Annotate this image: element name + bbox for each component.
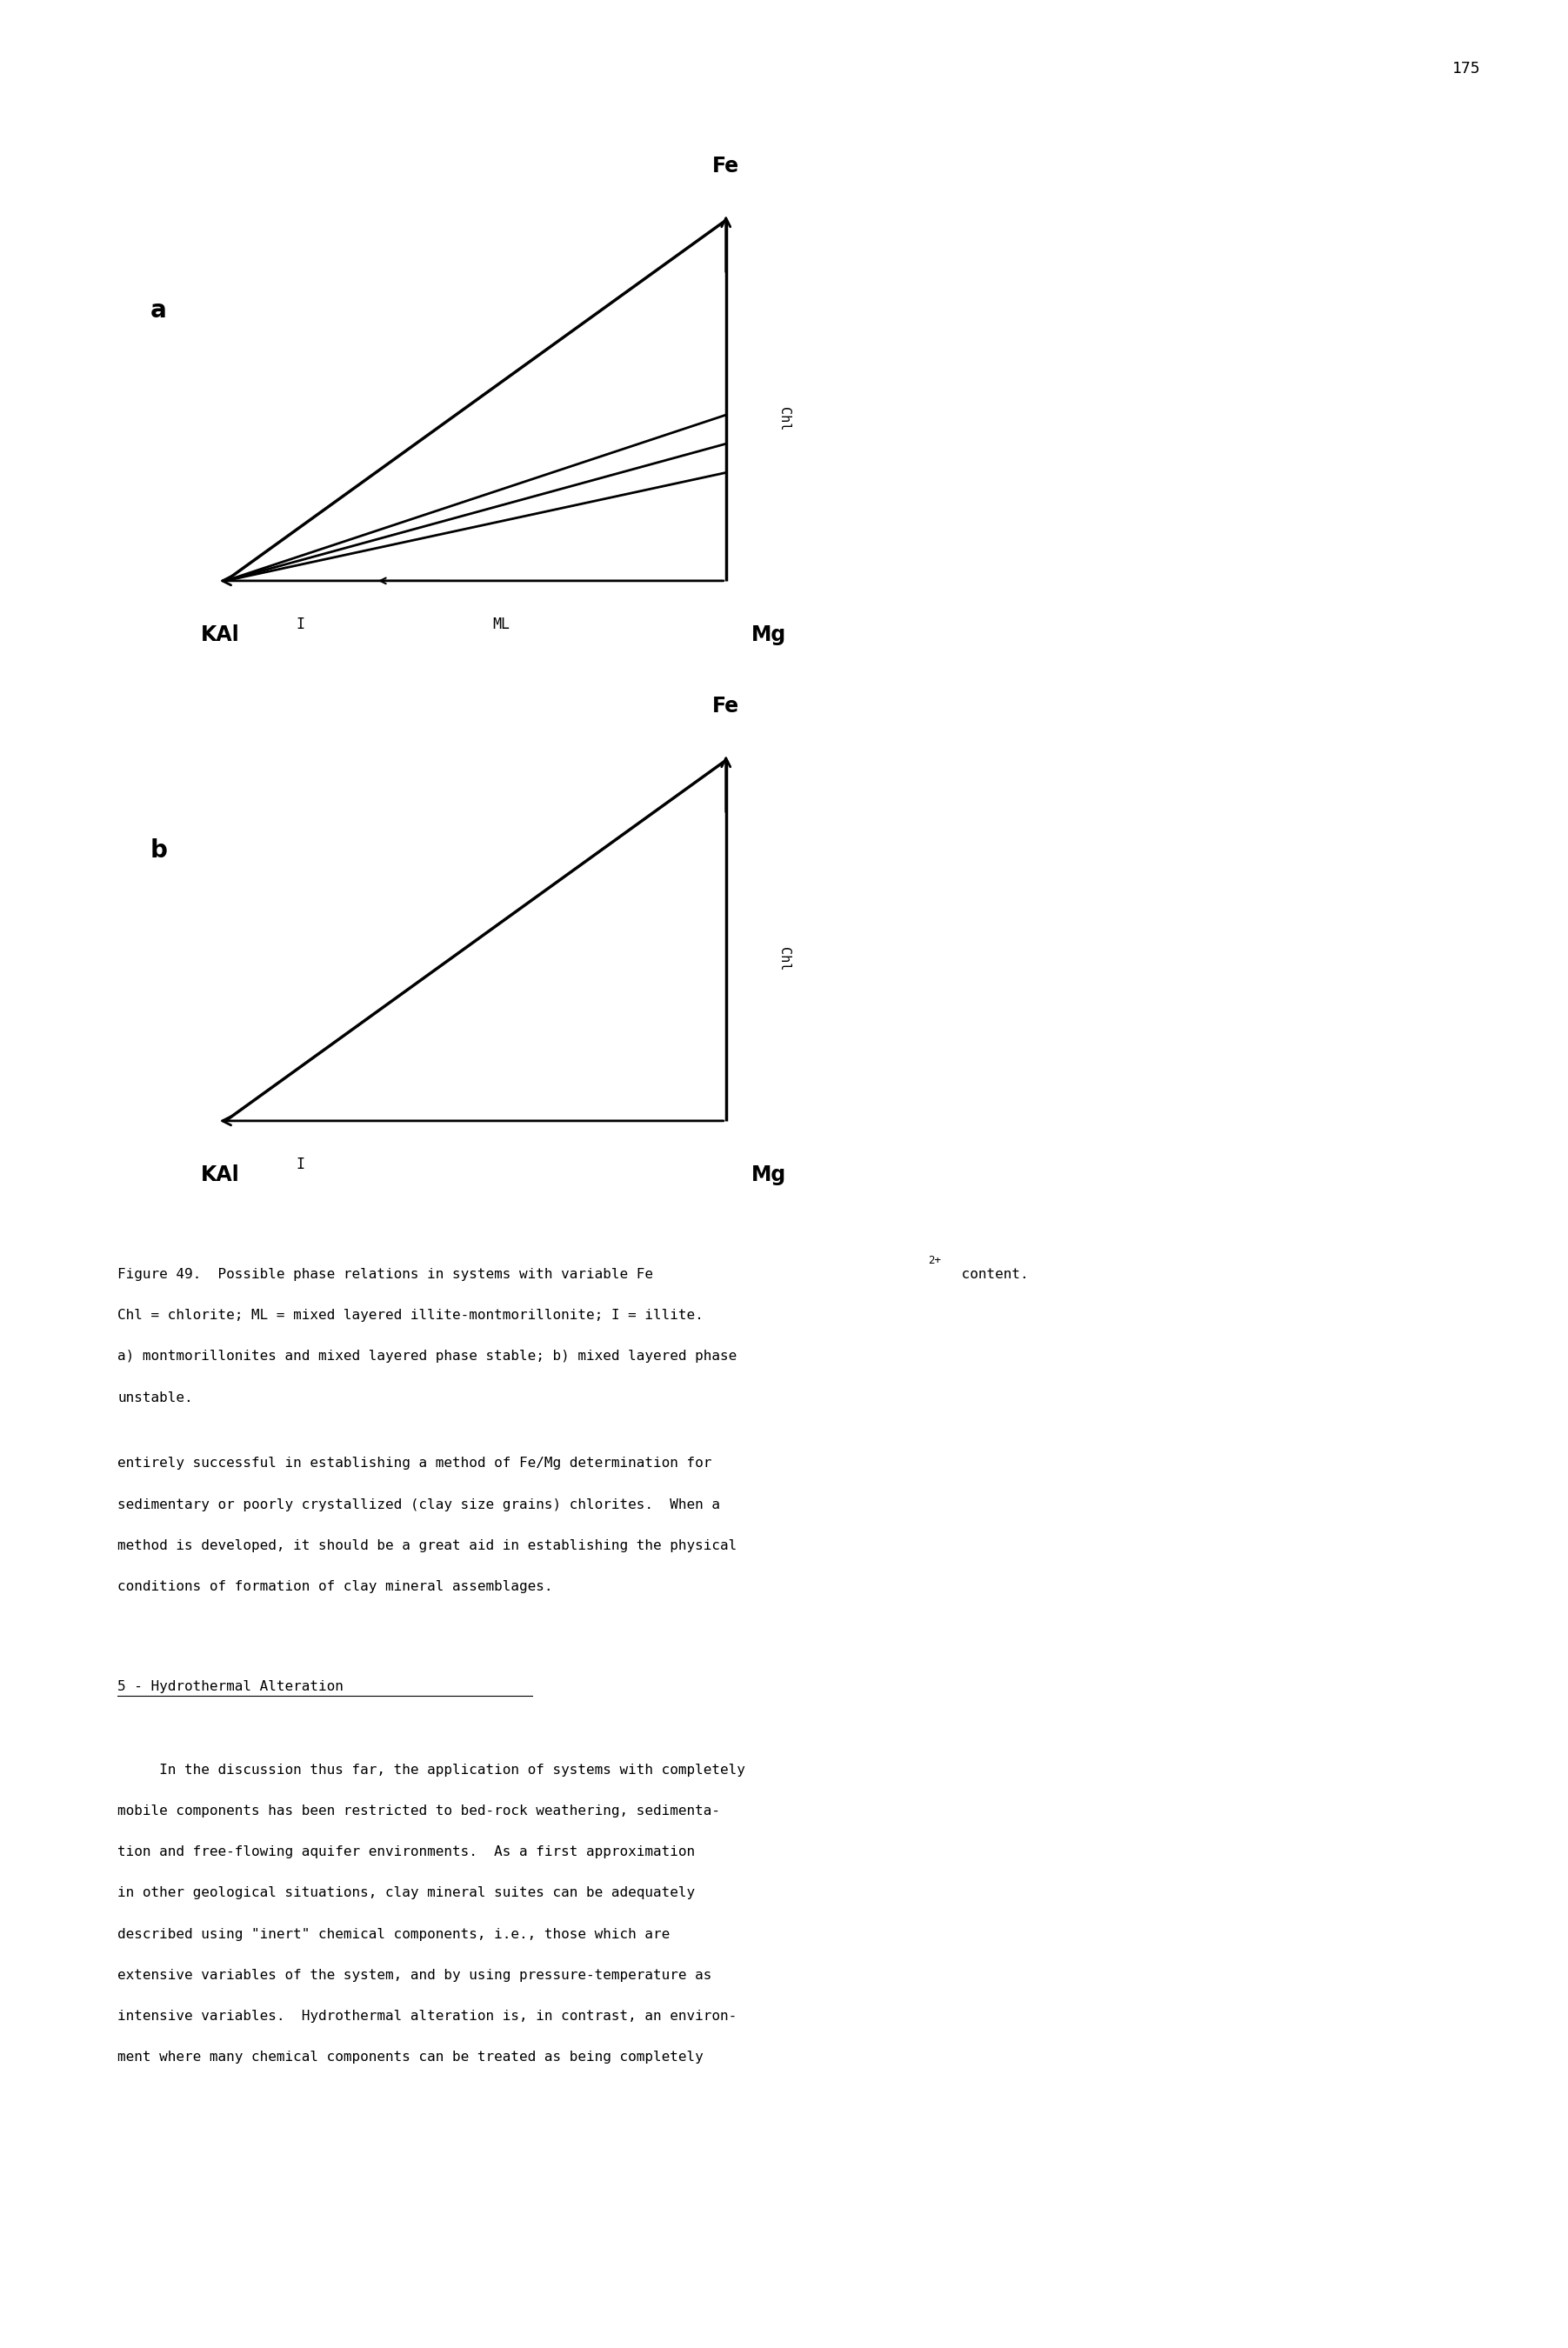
Text: 175: 175 — [1452, 61, 1480, 77]
Text: Figure 49.  Possible phase relations in systems with variable Fe: Figure 49. Possible phase relations in s… — [118, 1268, 654, 1282]
Text: I: I — [296, 618, 304, 632]
Text: Chl: Chl — [778, 406, 790, 430]
Text: in other geological situations, clay mineral suites can be adequately: in other geological situations, clay min… — [118, 1888, 695, 1900]
Text: 5 - Hydrothermal Alteration: 5 - Hydrothermal Alteration — [118, 1681, 343, 1693]
Text: unstable.: unstable. — [118, 1390, 193, 1404]
Text: ment where many chemical components can be treated as being completely: ment where many chemical components can … — [118, 2052, 704, 2064]
Text: I: I — [296, 1158, 304, 1172]
Text: sedimentary or poorly crystallized (clay size grains) chlorites.  When a: sedimentary or poorly crystallized (clay… — [118, 1498, 720, 1512]
Text: conditions of formation of clay mineral assemblages.: conditions of formation of clay mineral … — [118, 1580, 554, 1594]
Text: Fe: Fe — [712, 695, 740, 716]
Text: mobile components has been restricted to bed-rock weathering, sedimenta-: mobile components has been restricted to… — [118, 1803, 720, 1817]
Text: b: b — [151, 838, 168, 862]
Text: KAl: KAl — [201, 625, 240, 646]
Text: Chl: Chl — [778, 946, 790, 970]
Text: a) montmorillonites and mixed layered phase stable; b) mixed layered phase: a) montmorillonites and mixed layered ph… — [118, 1350, 737, 1364]
Text: content.: content. — [953, 1268, 1029, 1282]
Text: ML: ML — [492, 618, 510, 632]
Text: a: a — [151, 298, 166, 322]
Text: Mg: Mg — [751, 625, 786, 646]
Text: described using "inert" chemical components, i.e., those which are: described using "inert" chemical compone… — [118, 1928, 670, 1942]
Text: 2+: 2+ — [928, 1254, 941, 1266]
Text: entirely successful in establishing a method of Fe/Mg determination for: entirely successful in establishing a me… — [118, 1456, 712, 1470]
Text: Chl = chlorite; ML = mixed layered illite-montmorillonite; I = illite.: Chl = chlorite; ML = mixed layered illit… — [118, 1310, 704, 1322]
Text: tion and free-flowing aquifer environments.  As a first approximation: tion and free-flowing aquifer environmen… — [118, 1846, 695, 1860]
Text: In the discussion thus far, the application of systems with completely: In the discussion thus far, the applicat… — [118, 1763, 745, 1777]
Text: KAl: KAl — [201, 1165, 240, 1186]
Text: Fe: Fe — [712, 155, 740, 176]
Text: Mg: Mg — [751, 1165, 786, 1186]
Text: method is developed, it should be a great aid in establishing the physical: method is developed, it should be a grea… — [118, 1540, 737, 1552]
Text: extensive variables of the system, and by using pressure-temperature as: extensive variables of the system, and b… — [118, 1968, 712, 1982]
Text: intensive variables.  Hydrothermal alteration is, in contrast, an environ-: intensive variables. Hydrothermal altera… — [118, 2010, 737, 2024]
